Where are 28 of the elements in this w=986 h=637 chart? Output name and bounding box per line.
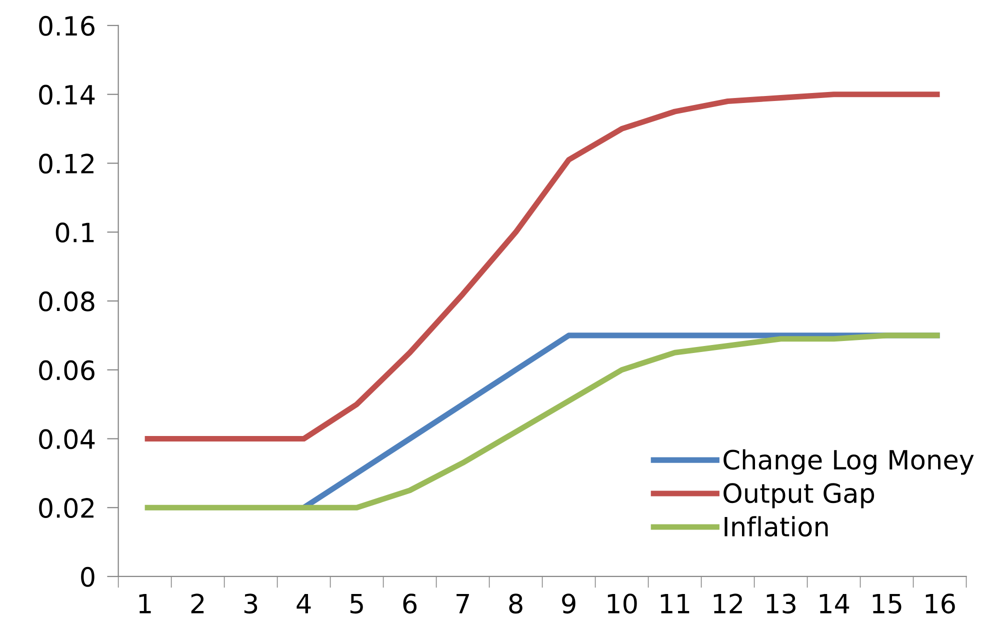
y-tick-label: 0.14 (39, 84, 95, 105)
x-tick-label: 9 (562, 594, 576, 614)
x-tick-label: 2 (191, 594, 204, 614)
legend-label: Output Gap (724, 483, 874, 508)
x-tick-label: 7 (456, 594, 469, 614)
y-tick-label: 0.08 (39, 291, 94, 312)
x-tick-label: 4 (296, 594, 311, 614)
x-tick-label: 10 (608, 594, 637, 614)
x-tick-label: 1 (139, 594, 151, 614)
y-tick-label: 0.16 (39, 16, 94, 36)
y-tick-label: 0.06 (39, 360, 94, 380)
x-tick-label: 3 (244, 594, 258, 614)
x-tick-label: 14 (820, 594, 850, 614)
y-tick-label: 0.12 (39, 154, 94, 174)
x-tick-label: 12 (714, 594, 742, 614)
x-tick-label: 11 (660, 594, 690, 614)
y-tick-label: 0.1 (56, 222, 94, 243)
x-tick-label: 13 (766, 594, 796, 614)
y-tick-label: 0.02 (39, 498, 94, 518)
x-tick-label: 16 (926, 594, 955, 614)
x-tick-label: 8 (509, 594, 522, 614)
x-tick-label: 5 (350, 594, 363, 614)
y-tick-label: 0.04 (39, 429, 95, 450)
x-tick-label: 15 (872, 594, 902, 614)
legend-label: Change Log Money (724, 449, 974, 475)
x-tick-label: 6 (403, 594, 417, 614)
y-tick-label: 0 (81, 566, 94, 587)
legend-label: Inflation (724, 516, 828, 537)
